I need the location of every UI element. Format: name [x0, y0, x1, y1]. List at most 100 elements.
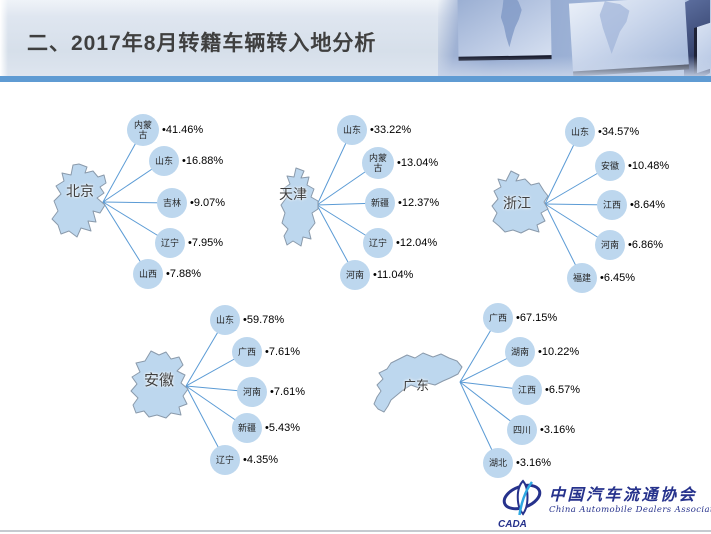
- source-node-label: 广西: [488, 313, 507, 323]
- cubes-floor-reflection: [438, 56, 711, 76]
- source-node-label: 山东: [570, 127, 589, 137]
- source-node-label: 安徽: [600, 161, 619, 171]
- source-node: 山西: [133, 259, 163, 289]
- province-map-浙江: [491, 170, 549, 234]
- region-label: 浙江: [503, 195, 531, 211]
- slide-header: 二、2017年8月转籍车辆转入地分析: [0, 0, 711, 76]
- source-node-label: 辽宁: [368, 238, 387, 248]
- province-map-广东: [373, 352, 463, 413]
- source-node: 辽宁: [210, 445, 240, 475]
- source-node-label: 山东: [342, 125, 361, 135]
- source-node: 辽宁: [155, 228, 185, 258]
- source-share-value: •33.22%: [370, 124, 412, 136]
- header-decoration-cubes: [438, 0, 711, 76]
- source-node: 安徽: [595, 151, 625, 181]
- source-node: 河南: [340, 260, 370, 290]
- logo-name-chinese: 中国汽车流通协会: [549, 485, 698, 504]
- source-share-value: •34.57%: [598, 126, 640, 138]
- source-share-value: •10.48%: [628, 160, 670, 172]
- source-share-value: •12.04%: [396, 237, 438, 249]
- slide-bottom-border: [0, 530, 711, 532]
- source-share-value: •59.78%: [243, 314, 285, 326]
- source-node: 山东: [565, 117, 595, 147]
- source-share-value: •3.16%: [516, 457, 552, 469]
- source-node-label: 内蒙古: [368, 153, 387, 173]
- header-accent-bar: [0, 76, 711, 82]
- source-share-value: •6.86%: [628, 239, 664, 251]
- cada-logo-names: 中国汽车流通协会 China Automobile Dealers Associ…: [549, 479, 711, 516]
- source-node-label: 河南: [242, 387, 261, 397]
- source-node-label: 山西: [138, 269, 157, 279]
- source-node: 新疆: [232, 413, 262, 443]
- source-share-value: •6.57%: [545, 384, 581, 396]
- province-map-北京: [51, 163, 107, 238]
- source-node-label: 辽宁: [215, 455, 234, 465]
- source-node-label: 新疆: [237, 423, 256, 433]
- source-node: 福建: [567, 263, 597, 293]
- source-node-label: 江西: [602, 200, 621, 210]
- source-node-label: 江西: [517, 385, 536, 395]
- source-node: 山东: [149, 146, 179, 176]
- source-node-label: 广西: [237, 347, 256, 357]
- source-node: 江西: [512, 375, 542, 405]
- logo-name-english: China Automobile Dealers Association: [549, 505, 711, 515]
- source-node-label: 湖北: [488, 458, 507, 468]
- source-share-value: •8.64%: [630, 199, 666, 211]
- source-node: 内蒙古: [362, 147, 394, 179]
- source-node: 河南: [595, 230, 625, 260]
- source-node: 新疆: [365, 188, 395, 218]
- source-node-label: 河南: [345, 270, 364, 280]
- source-share-value: •10.22%: [538, 346, 580, 358]
- region-label: 天津: [279, 186, 307, 202]
- source-share-value: •7.61%: [270, 386, 306, 398]
- source-node: 湖北: [483, 448, 513, 478]
- region-label: 安徽: [144, 372, 175, 389]
- source-share-value: •5.43%: [265, 422, 301, 434]
- source-node-label: 四川: [512, 425, 531, 435]
- region-label: 北京: [66, 183, 94, 199]
- region-label: 广东: [403, 378, 430, 393]
- source-share-value: •7.95%: [188, 237, 224, 249]
- source-node: 四川: [507, 415, 537, 445]
- source-node-label: 内蒙古: [133, 120, 152, 140]
- source-share-value: •3.16%: [540, 424, 576, 436]
- source-node: 广西: [232, 337, 262, 367]
- source-node-label: 吉林: [162, 198, 181, 208]
- source-share-value: •4.35%: [243, 454, 279, 466]
- source-node: 内蒙古: [127, 114, 159, 146]
- source-node-label: 河南: [600, 240, 619, 250]
- source-node: 吉林: [157, 188, 187, 218]
- source-node: 山东: [337, 115, 367, 145]
- source-node: 河南: [237, 377, 267, 407]
- source-share-value: •13.04%: [397, 157, 439, 169]
- cada-logo: CADA 中国汽车流通协会 China Automobile Dealers A…: [498, 479, 711, 529]
- source-share-value: •7.61%: [265, 346, 301, 358]
- source-node-label: 山东: [154, 156, 173, 166]
- cada-acronym: CADA: [498, 519, 527, 529]
- source-node-label: 辽宁: [160, 238, 179, 248]
- source-share-value: •16.88%: [182, 155, 224, 167]
- source-node-label: 新疆: [370, 198, 389, 208]
- source-share-value: •6.45%: [600, 272, 636, 284]
- source-share-value: •11.04%: [373, 269, 414, 281]
- source-share-value: •12.37%: [398, 197, 440, 209]
- source-node: 江西: [597, 190, 627, 220]
- source-node-label: 湖南: [510, 347, 529, 357]
- province-map-天津: [280, 167, 319, 247]
- source-share-value: •41.46%: [162, 124, 204, 136]
- source-share-value: •67.15%: [516, 312, 558, 324]
- source-node-label: 山东: [215, 315, 234, 325]
- slide-title: 二、2017年8月转籍车辆转入地分析: [27, 32, 377, 55]
- source-share-value: •7.88%: [166, 268, 202, 280]
- cada-logo-swirl-icon: CADA: [498, 479, 542, 529]
- source-node: 辽宁: [363, 228, 393, 258]
- province-map-安徽: [130, 350, 189, 419]
- source-node: 山东: [210, 305, 240, 335]
- source-node: 湖南: [505, 337, 535, 367]
- source-node-label: 福建: [572, 273, 591, 283]
- source-share-value: •9.07%: [190, 197, 226, 209]
- source-node: 广西: [483, 303, 513, 333]
